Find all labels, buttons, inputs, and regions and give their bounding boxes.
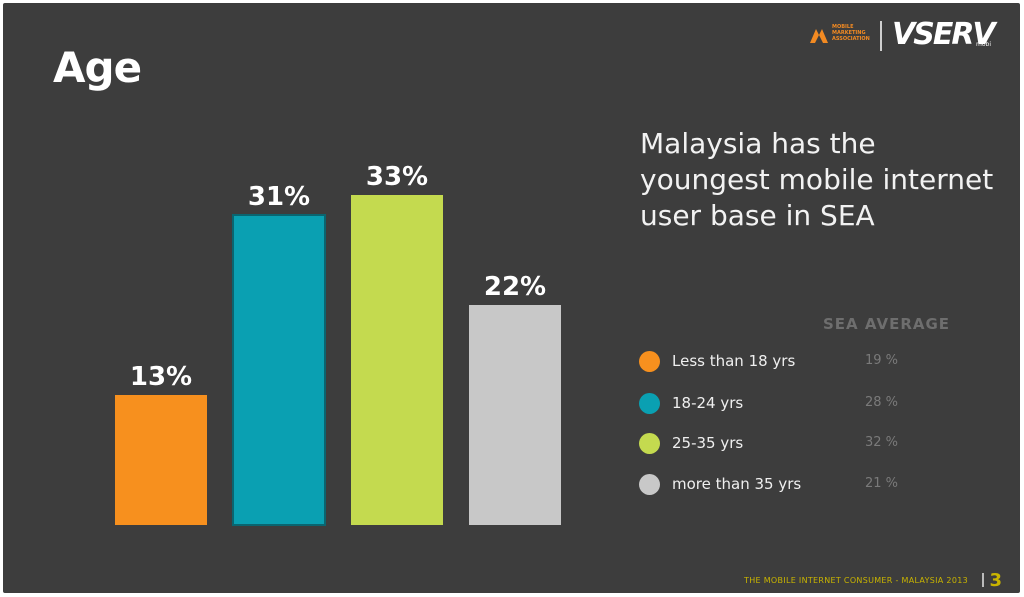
mma-logo-icon [810,29,828,43]
footer-divider [982,573,984,587]
vserv-logo-suffix: mobi [976,41,991,48]
page-number: 3 [989,570,1002,591]
slide-title: Age [53,43,142,92]
headline: Malaysia has the youngest mobile interne… [640,127,994,232]
brand-logos: Mobile Marketing Association VSERV mobi [808,17,998,53]
sea-average-header: SEA AVERAGE [823,315,951,333]
legend-sea-average: 28 % [865,395,899,410]
bar-value-label: 22% [484,272,546,302]
legend-sea-average: 32 % [865,435,899,450]
bar-value-label: 13% [130,362,192,392]
bar-value-label: 31% [248,182,310,212]
mma-logo-text: Mobile Marketing Association [832,24,870,42]
legend-swatch [639,433,660,454]
legend-item: more than 35 yrs 21 % [639,473,939,497]
bar-2 [232,214,326,526]
legend-label: 18-24 yrs [672,394,744,412]
footer-text: THE MOBILE INTERNET CONSUMER - MALAYSIA … [744,576,968,585]
legend-swatch [639,393,660,414]
legend-sea-average: 19 % [865,353,899,368]
legend-item: 18-24 yrs 28 % [639,392,939,416]
vserv-logo: VSERV [892,17,996,52]
legend-label: 25-35 yrs [672,434,744,452]
slide: Age Mobile Marketing Association VSERV m… [3,3,1020,593]
bar-3 [351,195,443,525]
bar-4 [469,305,561,525]
brand-divider [880,21,882,51]
legend-swatch [639,351,660,372]
legend-label: more than 35 yrs [672,475,802,493]
legend-swatch [639,474,660,495]
legend-item: 25-35 yrs 32 % [639,432,939,456]
age-bar-chart: 13% 31% 33% 22% [115,162,561,526]
bar-1 [115,395,207,525]
legend-sea-average: 21 % [865,476,899,491]
legend-item: Less than 18 yrs 19 % [639,350,939,374]
legend-label: Less than 18 yrs [672,352,796,370]
bar-value-label: 33% [366,162,428,192]
